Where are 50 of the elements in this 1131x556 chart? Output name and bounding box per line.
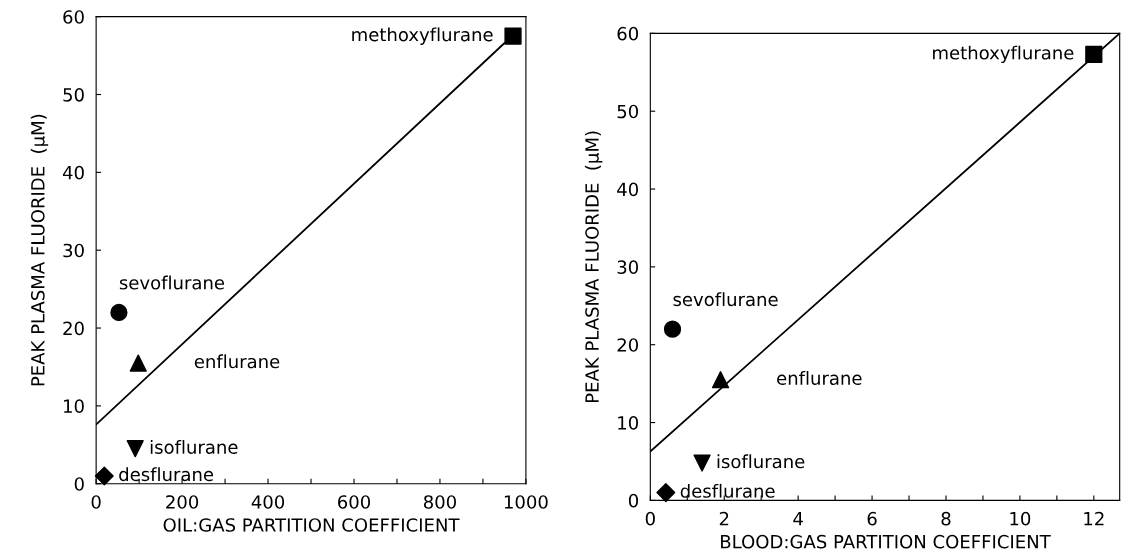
point — [663, 320, 682, 338]
x-tick-label: 1000 — [504, 495, 548, 509]
point — [693, 454, 711, 472]
x-tick-label: 200 — [166, 495, 199, 509]
x-tick-label: 6 — [867, 511, 877, 526]
point — [656, 483, 676, 503]
x-tick-label: 12 — [1084, 511, 1104, 526]
point — [129, 354, 147, 372]
y-tick-label: 30 — [63, 243, 84, 258]
y-tick-label: 30 — [617, 260, 639, 274]
x-tick-label: 4 — [793, 512, 803, 526]
y-tick-label: 10 — [64, 399, 84, 413]
series-label: sevoflurane — [119, 275, 225, 290]
y-tick-label: 50 — [63, 87, 84, 102]
y-tick-label: 0 — [74, 477, 84, 491]
y-tick-label: 20 — [617, 338, 639, 352]
y-tick-label: 20 — [63, 321, 84, 336]
series-label: isoflurane — [717, 454, 805, 469]
series-label: desflurane — [680, 483, 775, 498]
text: enflurane — [777, 371, 862, 385]
x-tick-label: 0 — [91, 495, 101, 509]
point — [126, 440, 144, 458]
series-label: sevoflurane — [673, 292, 778, 307]
series-label: methoxyflurane — [352, 27, 493, 45]
point — [110, 303, 128, 322]
text: enflurane — [194, 354, 280, 369]
y-tick-label: 10 — [618, 416, 639, 430]
y-axis-title: PEAK PLASMA FLUORIDE (μM) — [584, 131, 603, 403]
point — [504, 27, 522, 45]
x-tick-label: 10 — [1010, 511, 1031, 526]
x-tick-label: 600 — [338, 495, 371, 509]
x-tick-label: 8 — [941, 511, 951, 526]
y-tick-label: 50 — [617, 104, 639, 119]
x-tick-label: 2 — [719, 511, 729, 526]
y-tick-label: 60 — [617, 26, 639, 41]
series-label: methoxyflurane — [933, 45, 1074, 64]
x-tick-label: 0 — [645, 511, 655, 526]
x-axis-title: BLOOD:GAS PARTITION COEFFICIENT — [721, 534, 1051, 549]
x-tick-label: 400 — [251, 495, 285, 509]
y-axis-title: PEAK PLASMA FLUORIDE (μM) — [30, 114, 49, 386]
point — [94, 466, 114, 486]
point — [1085, 45, 1103, 63]
series-label: isoflurane — [150, 439, 238, 454]
point — [711, 371, 730, 389]
y-tick-label: 40 — [62, 165, 84, 180]
x-axis-title: OIL:GAS PARTITION COEFFICIENT — [163, 518, 460, 532]
y-tick-label: 40 — [617, 182, 639, 197]
y-tick-label: 60 — [63, 10, 84, 24]
x-tick-label: 800 — [423, 495, 456, 509]
series-label: desflurane — [119, 467, 214, 482]
